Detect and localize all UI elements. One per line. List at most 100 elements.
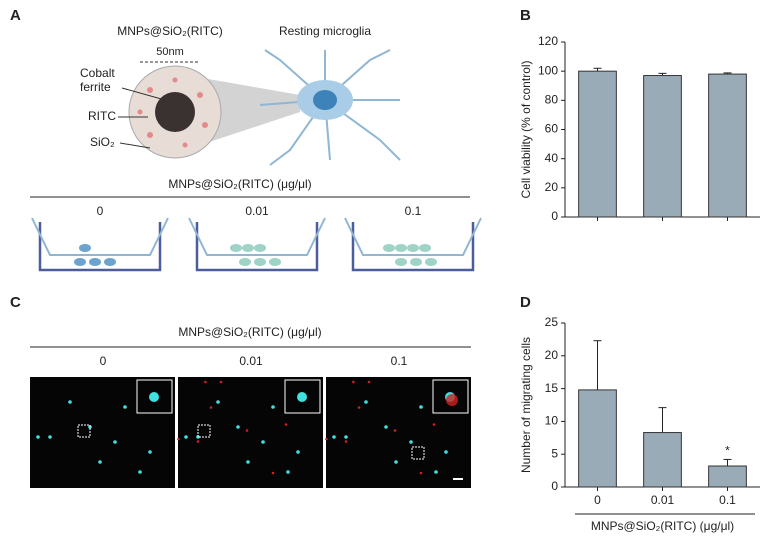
bar <box>643 75 682 218</box>
cell <box>254 258 266 266</box>
cell-dot <box>246 460 250 464</box>
cell <box>407 244 419 252</box>
y-tick-label: 5 <box>551 446 558 460</box>
cell-dot <box>419 405 423 409</box>
dose-label: 0.01 <box>239 354 263 368</box>
inset-particle <box>446 394 458 406</box>
particle-dot <box>219 380 223 384</box>
cell-dot <box>332 435 336 439</box>
cell-dot <box>409 440 413 444</box>
cell <box>242 244 254 252</box>
y-tick-label: 0 <box>551 209 558 223</box>
y-tick-label: 40 <box>545 151 559 165</box>
cell <box>104 258 116 266</box>
cell-dot <box>364 400 368 404</box>
insert <box>31 217 169 256</box>
y-tick-label: 100 <box>538 63 558 77</box>
bar <box>708 465 747 488</box>
cell-dot <box>113 440 117 444</box>
cell <box>269 258 281 266</box>
dose-label: 0.01 <box>245 204 269 218</box>
particle-dot <box>325 437 328 441</box>
cell <box>74 258 86 266</box>
bar <box>708 73 747 218</box>
particle-dot <box>177 437 180 441</box>
inset-cell <box>297 392 307 402</box>
x-tick-label: 0.01 <box>651 493 675 507</box>
cell-dot <box>98 460 102 464</box>
dye-dots <box>137 77 208 148</box>
insert <box>344 217 482 256</box>
particle-title: MNPs@SiO₂(RITC) <box>117 24 223 38</box>
particle-dot <box>419 471 423 475</box>
panel-label: C <box>10 294 21 311</box>
cell-dot <box>138 470 142 474</box>
particle-dot <box>344 440 348 443</box>
bar <box>578 389 617 488</box>
core-label: Cobalt <box>80 66 115 80</box>
cell <box>425 258 437 266</box>
cell-dot <box>184 435 188 439</box>
cell-dot <box>271 405 275 409</box>
cell <box>239 258 251 266</box>
cell <box>230 244 242 252</box>
insert <box>188 217 326 256</box>
leader <box>121 87 166 101</box>
cell-dot <box>68 400 72 404</box>
cell <box>79 244 91 252</box>
cell-dot <box>123 405 127 409</box>
y-tick-label: 80 <box>545 93 559 107</box>
cell-nucleus <box>313 90 337 110</box>
y-axis-label: Cell viability (% of control) <box>519 60 533 198</box>
well <box>195 222 319 272</box>
cell-dot <box>434 470 438 474</box>
well <box>351 222 475 272</box>
y-tick-label: 10 <box>545 414 559 428</box>
cell-dot <box>36 435 40 439</box>
cell <box>395 244 407 252</box>
cell-label: Resting microglia <box>279 24 371 38</box>
cell-dot <box>148 450 152 454</box>
dose-label: 0.1 <box>405 204 422 218</box>
particle-dot <box>196 440 200 443</box>
bar <box>578 70 617 218</box>
cell-dot <box>344 435 348 439</box>
cell-dot <box>444 450 448 454</box>
annotation: * <box>725 444 730 458</box>
cell-dot <box>296 450 300 454</box>
cell-processes <box>259 49 401 166</box>
dye-label: RITC <box>88 109 116 123</box>
particle-dot <box>271 471 275 475</box>
cell-dot <box>216 400 220 404</box>
dose-label: 0 <box>100 354 107 368</box>
particle-dot <box>393 429 397 432</box>
cell <box>89 258 101 266</box>
y-tick-label: 20 <box>545 180 559 194</box>
core-label: ferrite <box>80 80 111 94</box>
particle-dot <box>432 423 436 426</box>
y-tick-label: 25 <box>545 315 559 329</box>
x-axis-label: MNPs@SiO₂(RITC) (μg/μl) <box>591 519 734 533</box>
cell <box>395 258 407 266</box>
x-tick-label: 0 <box>594 493 601 507</box>
panel-label: A <box>10 7 21 24</box>
dose-label: 0 <box>97 204 104 218</box>
inset-cell <box>149 392 159 402</box>
leader <box>119 142 151 149</box>
cell-dot <box>48 435 52 439</box>
particle-dot <box>352 380 355 384</box>
particle-dot <box>209 406 213 409</box>
y-tick-label: 0 <box>551 479 558 493</box>
dose-title: MNPs@SiO₂(RITC) (μg/μl) <box>178 325 321 339</box>
dose-label: 0.1 <box>391 354 408 368</box>
cell-dot <box>384 425 388 429</box>
roi <box>197 424 211 438</box>
cell-dot <box>286 470 290 474</box>
particle-dot <box>284 423 288 426</box>
x-tick-label: 0.1 <box>719 493 736 507</box>
particle-dot <box>367 380 371 384</box>
particle-dot <box>204 380 207 384</box>
cell <box>419 244 431 252</box>
dose-title: MNPs@SiO₂(RITC) (μg/μl) <box>168 177 311 191</box>
